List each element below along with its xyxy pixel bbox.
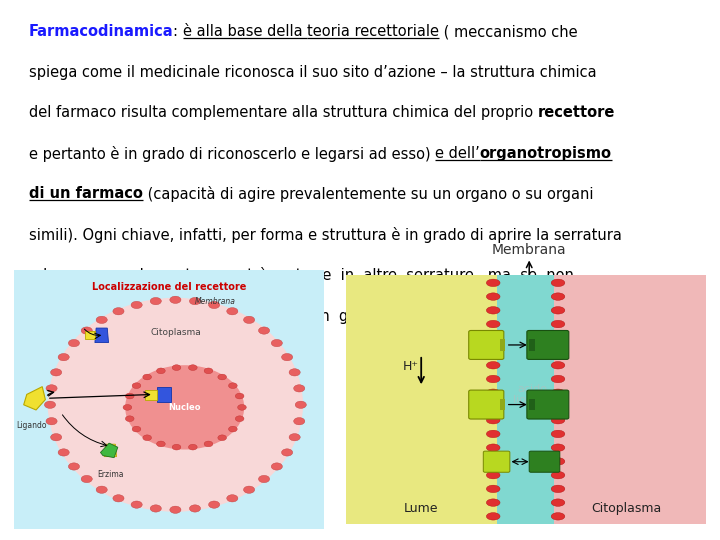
Text: e pertanto è in grado di riconoscerlo e legarsi ad esso): e pertanto è in grado di riconoscerlo e …	[29, 146, 435, 162]
Text: del farmaco risulta complementare alla struttura chimica del proprio: del farmaco risulta complementare alla s…	[29, 105, 538, 120]
Text: è alla base della: è alla base della	[183, 24, 307, 39]
Text: recettore: recettore	[538, 105, 615, 120]
Text: d’apertura.: d’apertura.	[29, 348, 111, 363]
Text: ad  essa  complementare;  potrà  entrare  in  altre  serrature,  ma  se  non: ad essa complementare; potrà entrare in …	[29, 267, 574, 284]
Text: e dell’: e dell’	[435, 146, 480, 161]
Text: (capacità di agire prevalentemente su un organo o su organi: (capacità di agire prevalentemente su un…	[143, 186, 593, 202]
Text: organotropismo: organotropismo	[480, 146, 612, 161]
Text: di un farmaco: di un farmaco	[29, 186, 143, 201]
Text: Membrana: Membrana	[492, 242, 567, 256]
Text: simili). Ogni chiave, infatti, per forma e struttura è in grado di aprire la ser: simili). Ogni chiave, infatti, per forma…	[29, 227, 621, 243]
Text: Farmacodinamica: Farmacodinamica	[29, 24, 174, 39]
Text: perfettamente  strutturate,  non  sarà  in  grado  di  attivarne  i  meccanismi: perfettamente strutturate, non sarà in g…	[29, 308, 590, 324]
Text: spiega come il medicinale riconosca il suo sito d’azione – la struttura chimica: spiega come il medicinale riconosca il s…	[29, 65, 596, 80]
Text: :: :	[174, 24, 183, 39]
Text: teoria recettoriale: teoria recettoriale	[307, 24, 439, 39]
Text: ( meccanismo che: ( meccanismo che	[439, 24, 578, 39]
